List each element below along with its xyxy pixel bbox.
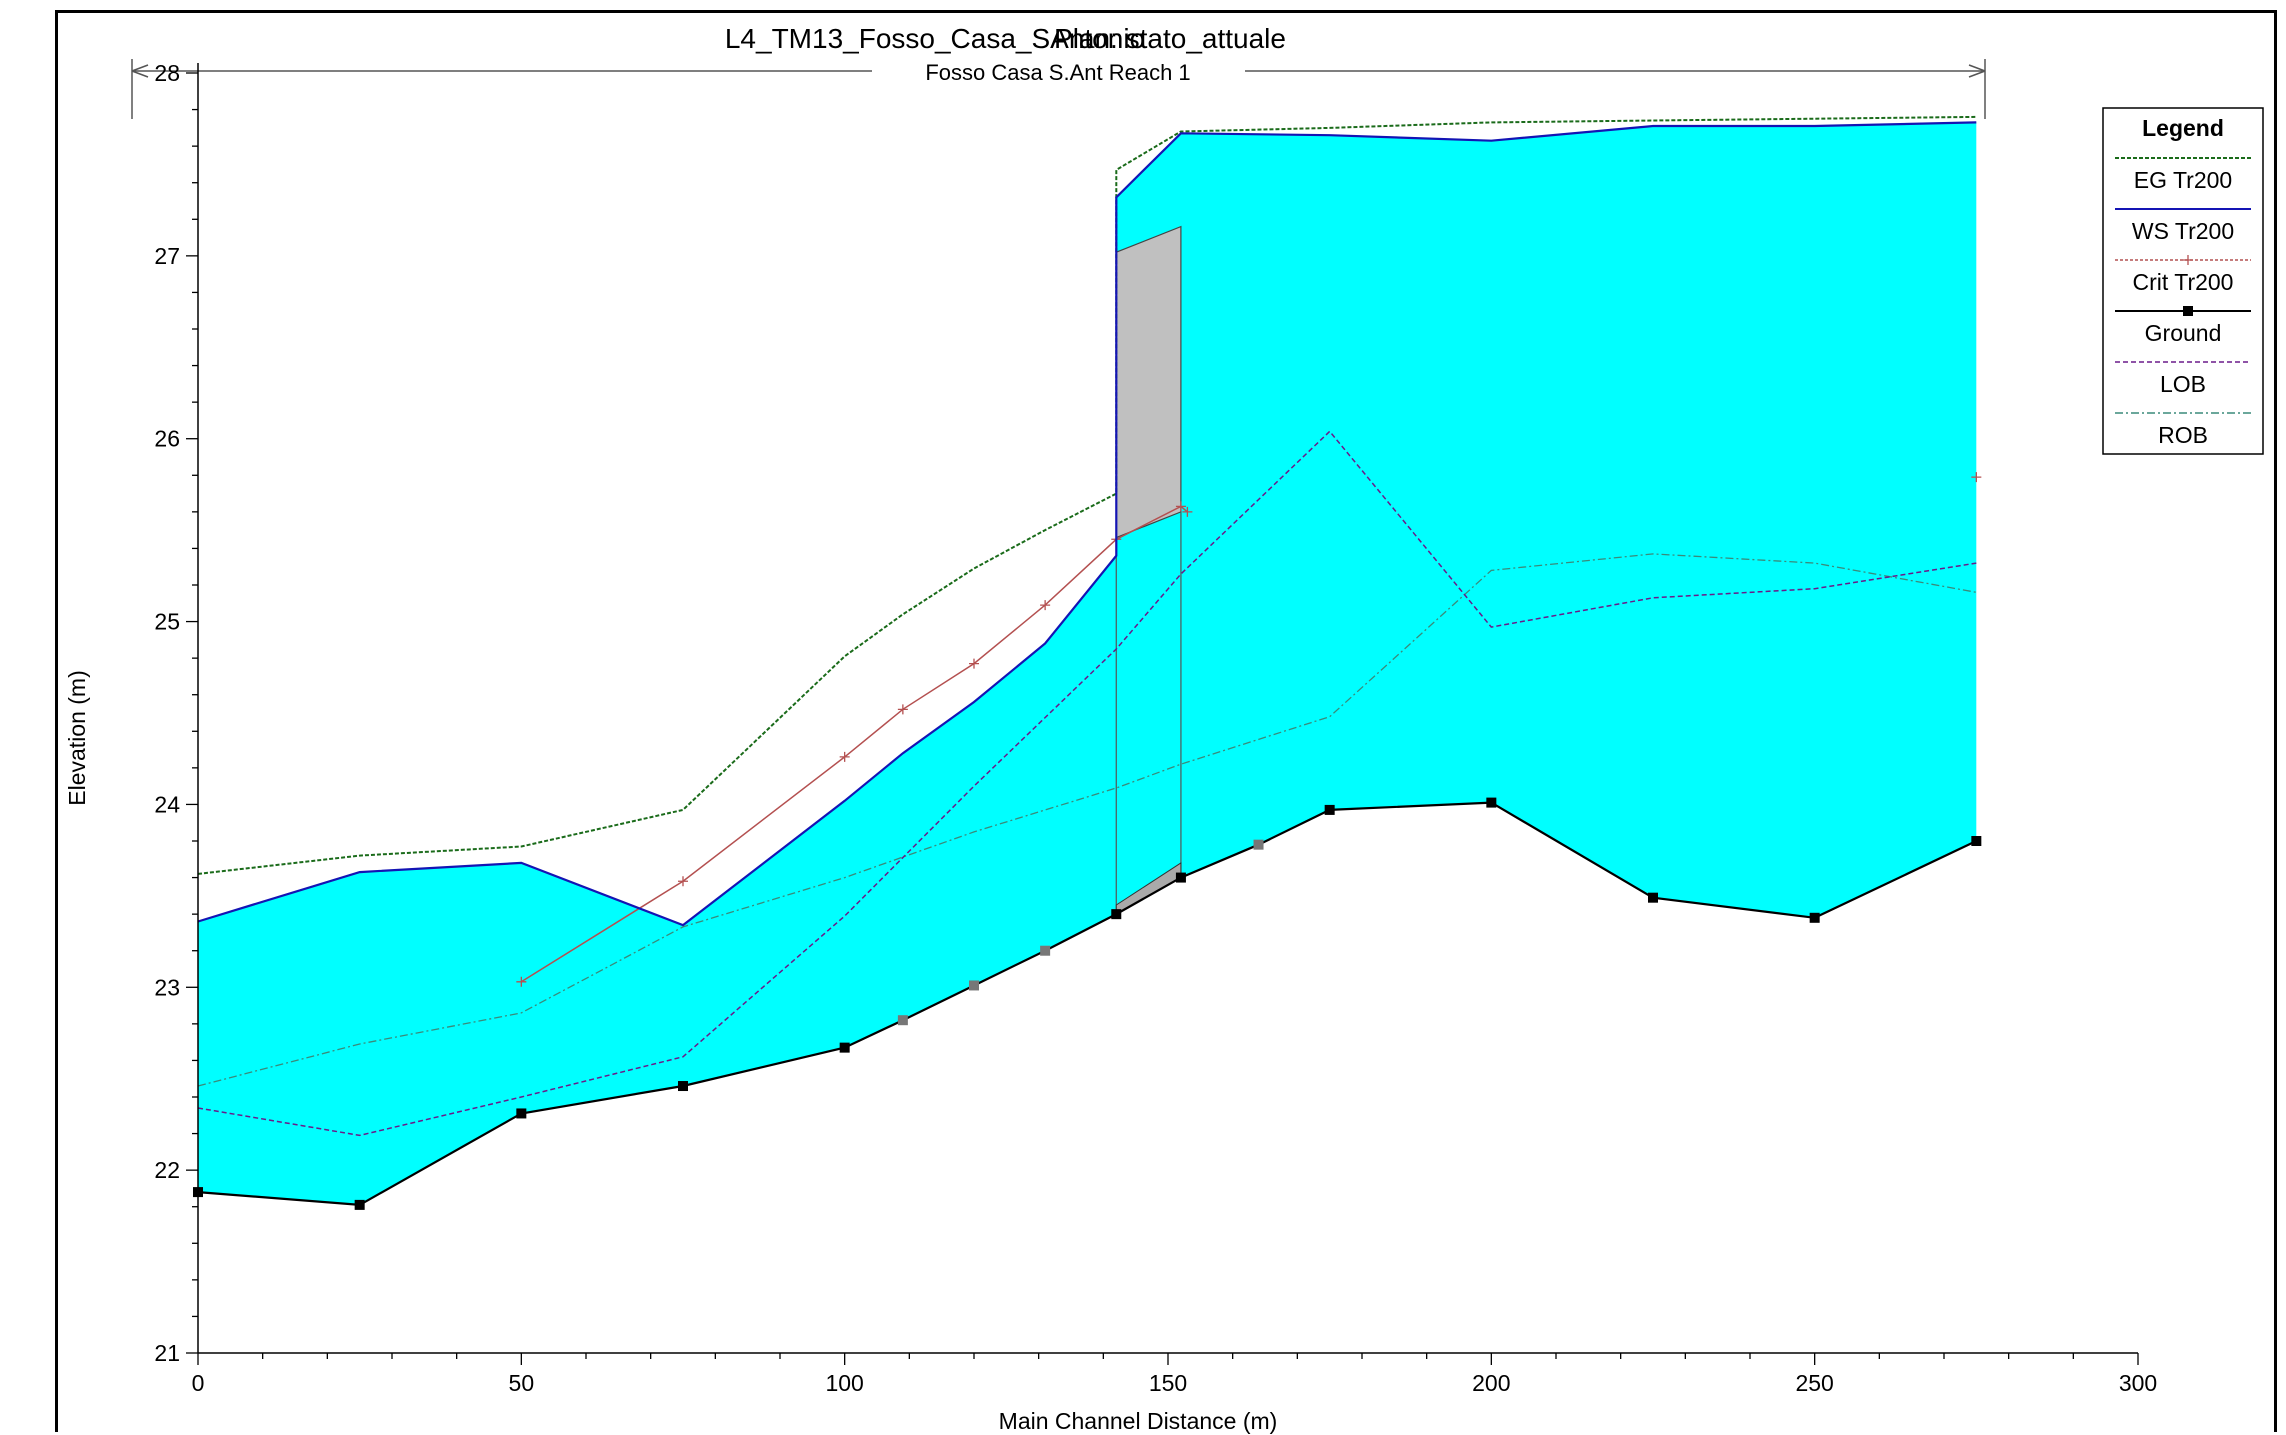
ws-line <box>197 121 1977 927</box>
y-tick-label-23: 23 <box>154 974 180 1000</box>
y-tick-label-24: 24 <box>154 791 180 817</box>
ground-point-4 <box>839 1042 850 1053</box>
crit-point-1 <box>678 876 688 887</box>
x-tick-label-200: 200 <box>1472 1370 1510 1396</box>
ground-point-5 <box>897 1015 908 1026</box>
crit-point-4 <box>969 658 979 669</box>
legend-title: Legend <box>2142 115 2224 141</box>
ground-point-12 <box>1486 797 1497 808</box>
legend-entry-3: Ground <box>2145 320 2222 346</box>
x-tick-label-50: 50 <box>509 1370 535 1396</box>
legend-entry-1: WS Tr200 <box>2132 218 2234 244</box>
water-fill-layer <box>198 122 1977 1205</box>
crit-point-2 <box>839 751 850 762</box>
lob-line <box>197 430 1977 1137</box>
crit-extra-point-0 <box>1971 472 1982 483</box>
y-tick-label-21: 21 <box>154 1340 180 1366</box>
legend-marker-plus <box>2183 255 2193 265</box>
legend-box <box>2102 107 2264 455</box>
ground-point-13 <box>1648 892 1658 903</box>
profile-chart: L4_TM13_Fosso_Casa_SAntonio Plan: stato_… <box>64 23 2264 1434</box>
crit-point-7 <box>1175 501 1186 512</box>
x-tick-label-300: 300 <box>2119 1370 2157 1396</box>
ground-point-6 <box>969 980 979 991</box>
rob-line <box>197 553 1977 1087</box>
y-tick-label-27: 27 <box>154 243 180 269</box>
ground-point-15 <box>1971 836 1982 846</box>
ground-point-14 <box>1809 912 1820 923</box>
ground-point-10 <box>1253 839 1264 850</box>
ground-point-2 <box>516 1108 527 1119</box>
crit-point-3 <box>897 704 908 715</box>
ground-point-8 <box>1111 909 1122 920</box>
ground-point-1 <box>354 1199 365 1210</box>
legend-entry-5: ROB <box>2158 422 2208 448</box>
reach-arrowhead-left <box>131 64 149 78</box>
y-tick-label-28: 28 <box>154 60 180 86</box>
plan-label: Plan: stato_attuale <box>1054 23 1286 54</box>
legend: Legend EG Tr200 WS Tr200 Crit Tr200 Ground LO… <box>2102 107 2264 455</box>
legend-marker-square <box>2183 306 2193 316</box>
y-tick-label-25: 25 <box>154 609 180 635</box>
legend-entry-4: LOB <box>2160 371 2206 397</box>
ground-point-7 <box>1040 945 1051 956</box>
x-tick-label-150: 150 <box>1149 1370 1187 1396</box>
y-tick-label-26: 26 <box>154 426 180 452</box>
ground-line <box>197 801 1977 1207</box>
chart-frame: L4_TM13_Fosso_Casa_SAntonio Plan: stato_… <box>55 10 2277 1434</box>
eg-line <box>197 115 1977 875</box>
reach-label: Fosso Casa S.Ant Reach 1 <box>925 60 1190 85</box>
y-tick-label-22: 22 <box>154 1157 180 1183</box>
legend-entry-2: Crit Tr200 <box>2133 269 2234 295</box>
reach-span: Fosso Casa S.Ant Reach 1 <box>131 59 1986 119</box>
chart-title: L4_TM13_Fosso_Casa_SAntonio <box>725 23 1145 54</box>
structure-deck <box>1115 225 1182 539</box>
x-tick-label-250: 250 <box>1795 1370 1833 1396</box>
ground-point-3 <box>678 1081 688 1092</box>
structure-layer <box>1115 225 1182 915</box>
axes-layer: 0 50 100 150 200 250 300 21 22 23 24 25 26 27 28 <box>154 60 2157 1396</box>
ground-point-9 <box>1175 872 1186 883</box>
y-axis-label: Elevation (m) <box>64 670 90 805</box>
crit-point-8 <box>1182 506 1193 517</box>
series-layer <box>193 115 1982 1210</box>
crit-point-0 <box>516 976 527 987</box>
x-axis-label: Main Channel Distance (m) <box>999 1408 1278 1434</box>
x-tick-label-0: 0 <box>192 1370 205 1396</box>
legend-entry-0: EG Tr200 <box>2134 167 2232 193</box>
x-tick-label-100: 100 <box>825 1370 863 1396</box>
water-surface-fill <box>198 122 1977 1205</box>
ground-point-11 <box>1324 804 1335 815</box>
crit-point-5 <box>1040 600 1051 611</box>
reach-arrowhead-right <box>1968 64 1986 78</box>
